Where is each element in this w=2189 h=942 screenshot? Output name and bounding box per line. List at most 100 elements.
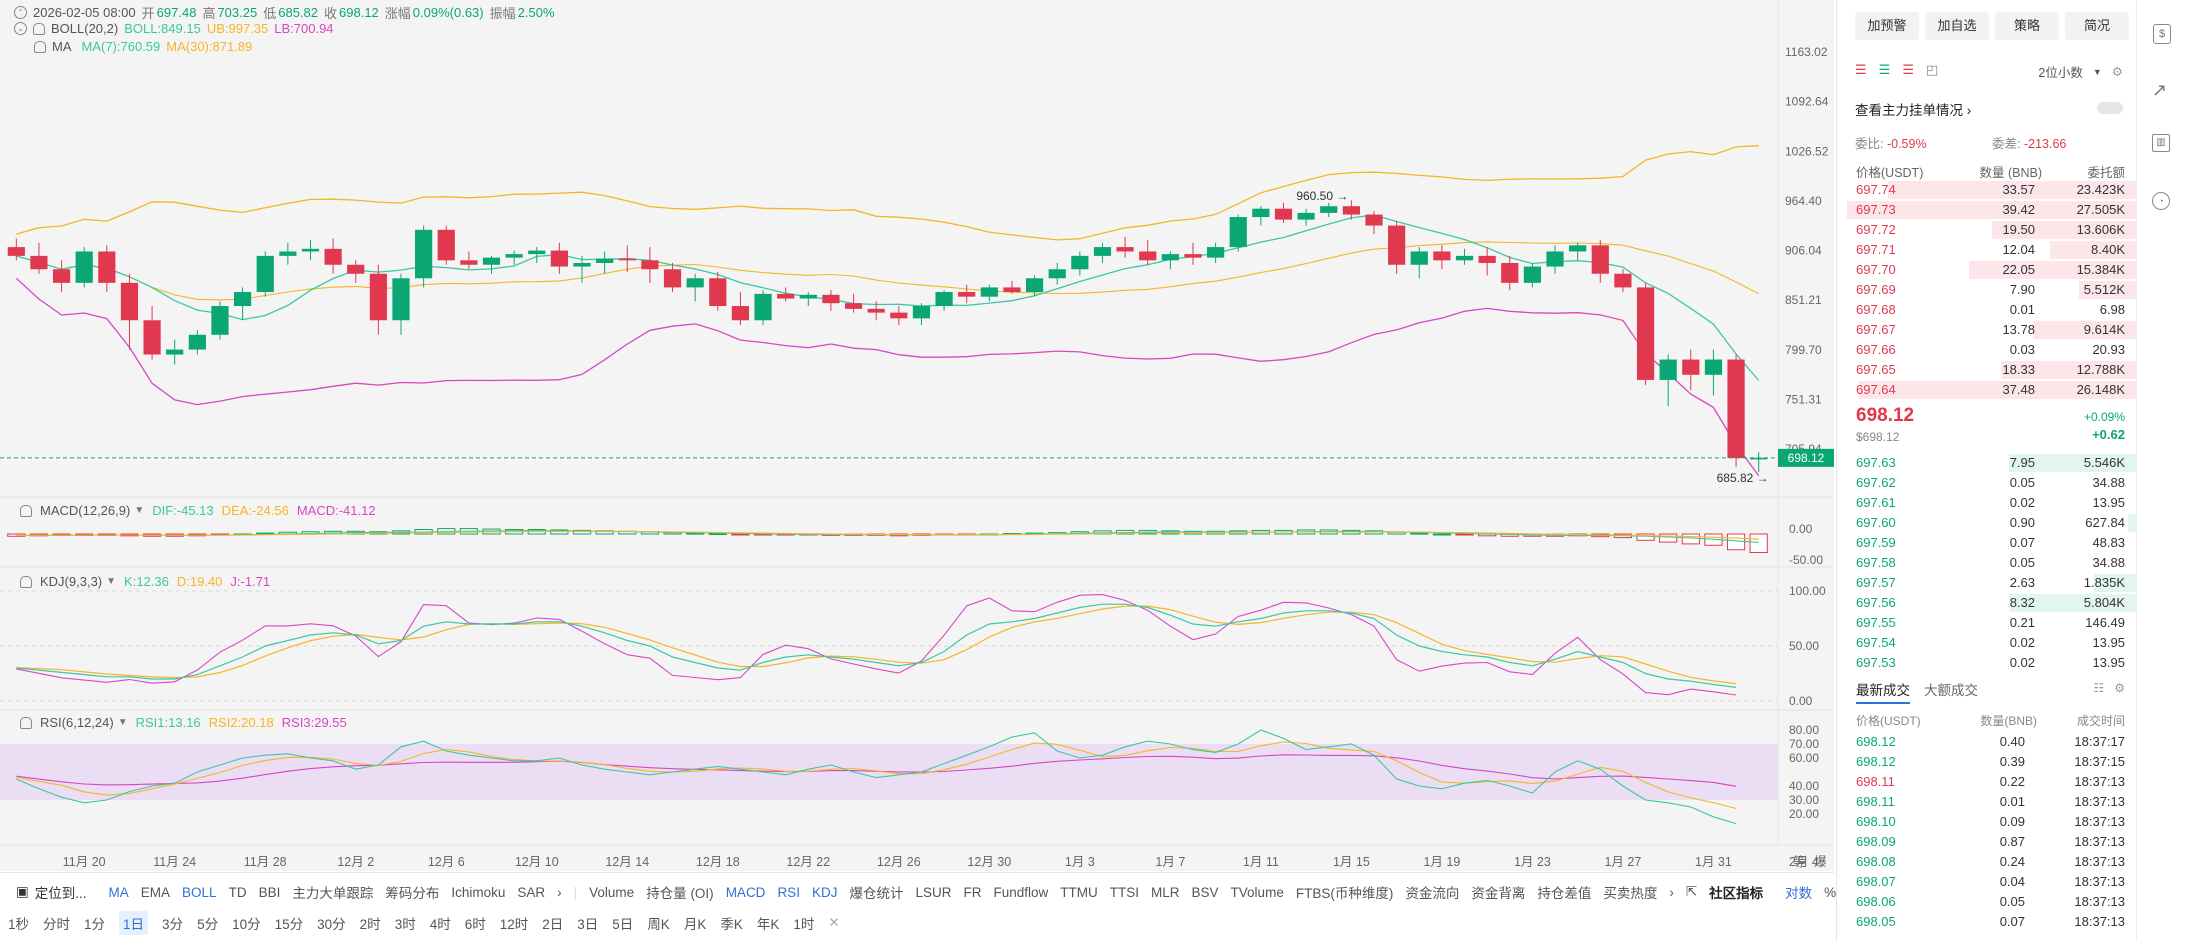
interval-1s[interactable]: 1秒 xyxy=(8,917,30,932)
interval-1d[interactable]: 1日 xyxy=(119,911,149,935)
trade-header-qty[interactable]: 数量(BNB) xyxy=(1980,714,2037,728)
orderbook-asks-icon[interactable]: ☰ xyxy=(1902,62,1914,77)
orderbook-row[interactable]: 697.74 33.57 23.423K xyxy=(1837,180,2137,200)
sub-mlr[interactable]: MLR xyxy=(1151,884,1180,900)
sub-tvolume[interactable]: TVolume xyxy=(1230,884,1284,900)
sub-lsur[interactable]: LSUR xyxy=(915,884,952,900)
sub-ttsi[interactable]: TTSI xyxy=(1109,884,1140,900)
indicator-bbi[interactable]: BBI xyxy=(258,884,281,900)
interval-3m[interactable]: 3分 xyxy=(162,917,184,932)
indicator-boll[interactable]: BOLL xyxy=(182,884,217,900)
orderbook-row[interactable]: 697.70 22.05 15.384K xyxy=(1837,260,2137,280)
interval-month[interactable]: 月K xyxy=(683,917,707,932)
strategy-button[interactable]: 策略 xyxy=(1995,12,2059,40)
orderbook-row[interactable]: 697.68 0.01 6.98 xyxy=(1837,300,2137,320)
orderbook-bids-icon[interactable]: ☰ xyxy=(1878,62,1891,77)
interval-3d[interactable]: 3日 xyxy=(577,917,599,932)
kline-chart[interactable]: 1163.02 1092.64 1026.52 964.40 906.04 851.21 7… xyxy=(0,0,1834,871)
tab-large-trades[interactable]: 大额成交 xyxy=(1924,683,1978,698)
interval-week[interactable]: 周K xyxy=(647,917,670,932)
chevron-down-icon[interactable]: ▼ xyxy=(134,505,145,516)
bar-chart-icon[interactable]: ▥ xyxy=(2152,134,2170,152)
interval-10m[interactable]: 10分 xyxy=(232,917,261,932)
orderbook-row[interactable]: 697.64 37.48 26.148K xyxy=(1837,380,2137,400)
sub-oi[interactable]: 持仓量 (OI) xyxy=(646,886,714,901)
orderbook-row[interactable]: 697.62 0.05 34.88 xyxy=(1837,473,2137,493)
external-link-icon[interactable]: ⇱ xyxy=(1685,884,1698,899)
indicator-sar[interactable]: SAR xyxy=(517,884,546,900)
add-alert-button[interactable]: 加预警 xyxy=(1855,12,1919,40)
depth-icon[interactable]: ◰ xyxy=(1925,62,1939,77)
interval-1m[interactable]: 1分 xyxy=(84,917,106,932)
indicator-ichimoku[interactable]: Ichimoku xyxy=(451,884,506,900)
orderbook-row[interactable]: 697.66 0.03 20.93 xyxy=(1837,340,2137,360)
interval-year[interactable]: 年K xyxy=(756,917,780,932)
decimals-select[interactable]: 2位小数 xyxy=(2038,66,2083,80)
sub-oi-diff[interactable]: 持仓差值 xyxy=(1537,886,1592,901)
settings-icon[interactable]: ⚙ xyxy=(2111,65,2123,79)
interval-4h[interactable]: 4时 xyxy=(429,917,451,932)
chevron-right-icon[interactable]: › xyxy=(557,884,562,900)
chevron-down-icon[interactable]: ▼ xyxy=(117,717,128,728)
ob-header-qty[interactable]: 数量 (BNB) xyxy=(1979,166,2042,180)
sub-ttmu[interactable]: TTMU xyxy=(1060,884,1098,900)
trend-icon[interactable]: ↗ xyxy=(2152,80,2168,100)
interval-timeline[interactable]: 分时 xyxy=(43,917,71,932)
orderbook-row[interactable]: 697.67 13.78 9.614K xyxy=(1837,320,2137,340)
bell-icon[interactable] xyxy=(20,575,32,588)
interval-5m[interactable]: 5分 xyxy=(197,917,219,932)
orderbook-row[interactable]: 697.57 2.63 1.835K xyxy=(1837,573,2137,593)
interval-15m[interactable]: 15分 xyxy=(274,917,304,932)
orderbook-row[interactable]: 697.63 7.95 5.546K xyxy=(1837,453,2137,473)
interval-6h[interactable]: 6时 xyxy=(464,917,486,932)
orderbook-row[interactable]: 697.71 12.04 8.40K xyxy=(1837,240,2137,260)
orderbook-row[interactable]: 697.61 0.02 13.95 xyxy=(1837,493,2137,513)
orderbook-row[interactable]: 697.65 18.33 12.788K xyxy=(1837,360,2137,380)
ob-header-total[interactable]: 委托额 xyxy=(2087,166,2125,180)
bell-icon[interactable] xyxy=(20,504,32,517)
main-orders-link[interactable]: 查看主力挂单情况 › xyxy=(1855,103,1972,118)
main-orders-toggle[interactable] xyxy=(2097,102,2123,114)
orderbook-row[interactable]: 697.59 0.07 48.83 xyxy=(1837,533,2137,553)
chevron-right-icon[interactable]: › xyxy=(1669,884,1674,900)
interval-12h[interactable]: 12时 xyxy=(499,917,529,932)
sub-divergence[interactable]: 资金背离 xyxy=(1471,886,1526,901)
interval-2d[interactable]: 2日 xyxy=(542,917,564,932)
collapse-boll-icon[interactable]: ⌄ xyxy=(14,22,27,35)
log-scale-toggle[interactable]: 对数 xyxy=(1785,886,1813,901)
settings-icon[interactable]: ⚙ xyxy=(2114,681,2125,695)
tab-latest-trades[interactable]: 最新成交 xyxy=(1856,679,1910,704)
collapse-icon[interactable]: ⌃ xyxy=(14,6,27,19)
kline-chart-area[interactable]: 1163.02 1092.64 1026.52 964.40 906.04 851.21 7… xyxy=(0,0,1834,871)
sub-fundflow[interactable]: Fundflow xyxy=(993,884,1049,900)
add-favorite-button[interactable]: 加自选 xyxy=(1925,12,1989,40)
orderbook-row[interactable]: 697.54 0.02 13.95 xyxy=(1837,633,2137,653)
locate-button[interactable]: 定位到... xyxy=(34,886,87,901)
community-indicators[interactable]: 社区指标 xyxy=(1709,886,1764,901)
analysis-icon[interactable]: ◔ xyxy=(2152,192,2170,210)
indicator-chip[interactable]: 筹码分布 xyxy=(385,886,440,901)
sub-fr[interactable]: FR xyxy=(963,884,982,900)
bell-icon[interactable] xyxy=(33,22,45,35)
caret-down-icon[interactable]: ▼ xyxy=(2092,66,2102,77)
indicator-ema[interactable]: EMA xyxy=(140,884,171,900)
orderbook-both-icon[interactable]: ☰ xyxy=(1855,62,1867,77)
orderbook-row[interactable]: 697.69 7.90 5.512K xyxy=(1837,280,2137,300)
overview-button[interactable]: 简况 xyxy=(2065,12,2129,40)
sub-bsv[interactable]: BSV xyxy=(1191,884,1219,900)
orderbook-row[interactable]: 697.55 0.21 146.49 xyxy=(1837,613,2137,633)
orderbook-row[interactable]: 697.73 39.42 27.505K xyxy=(1837,200,2137,220)
indicator-td[interactable]: TD xyxy=(228,884,247,900)
sub-macd[interactable]: MACD xyxy=(725,884,766,900)
sub-fundflow-dir[interactable]: 资金流向 xyxy=(1405,886,1460,901)
sub-volume[interactable]: Volume xyxy=(589,884,635,900)
sub-kdj[interactable]: KDJ xyxy=(811,884,838,900)
interval-2h[interactable]: 2时 xyxy=(359,917,381,932)
orderbook-row[interactable]: 697.72 19.50 13.606K xyxy=(1837,220,2137,240)
percent-toggle[interactable]: % xyxy=(1824,884,1837,900)
interval-quarter[interactable]: 季K xyxy=(720,917,743,932)
interval-30m[interactable]: 30分 xyxy=(317,917,346,932)
close-icon[interactable]: ✕ xyxy=(828,915,840,930)
calendar-icon[interactable]: ▣ xyxy=(16,884,29,899)
sub-ftbs[interactable]: FTBS(币种维度) xyxy=(1295,886,1394,901)
